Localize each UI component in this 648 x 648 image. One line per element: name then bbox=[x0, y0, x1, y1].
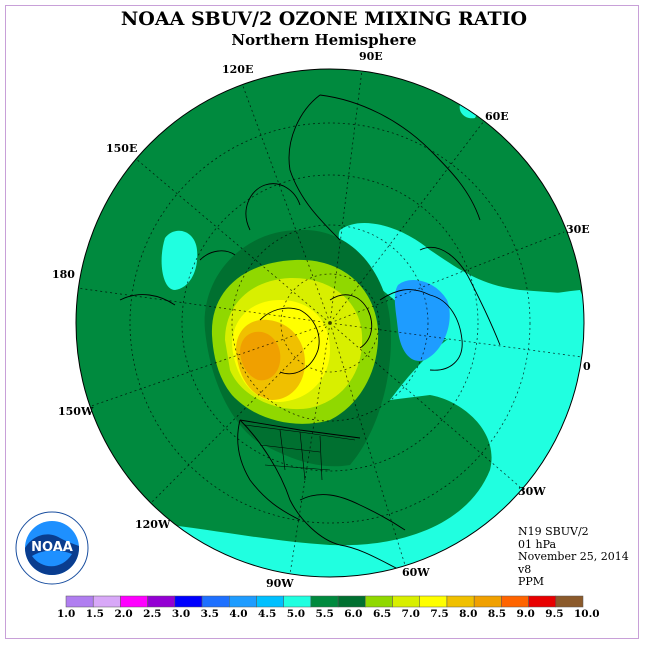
color-scale-label: 4.0 bbox=[229, 608, 248, 620]
color-swatch bbox=[392, 595, 420, 608]
color-scale-label: 9.0 bbox=[516, 608, 535, 620]
figure-frame bbox=[5, 5, 639, 639]
noaa-logo bbox=[15, 511, 89, 585]
lon-label-120e: 120E bbox=[222, 63, 254, 76]
color-scale-label: 8.0 bbox=[459, 608, 478, 620]
color-swatch bbox=[446, 595, 475, 608]
color-scale-label: 6.5 bbox=[372, 608, 392, 620]
map-subtitle: Northern Hemisphere bbox=[231, 31, 417, 49]
lon-label-30e: 30E bbox=[566, 223, 590, 236]
field-4-0-region bbox=[394, 280, 450, 361]
lon-label-30w: 30W bbox=[518, 485, 546, 498]
meridians bbox=[76, 69, 583, 575]
color-scale-label: 7.0 bbox=[401, 608, 420, 620]
color-swatch bbox=[337, 595, 366, 608]
noaa-logo-text: NOAA bbox=[31, 540, 73, 555]
color-swatch bbox=[120, 595, 148, 608]
color-scale-label: 5.5 bbox=[315, 608, 334, 620]
color-scale-label: 5.0 bbox=[286, 608, 306, 620]
lon-label-60w: 60W bbox=[402, 566, 430, 579]
color-scale-label: 3.5 bbox=[200, 608, 219, 620]
color-scale-label: 2.5 bbox=[143, 608, 162, 620]
info-level: 01 hPa bbox=[518, 537, 557, 551]
color-scale-label: 1.5 bbox=[85, 608, 104, 620]
lon-label-180: 180 bbox=[52, 268, 75, 281]
political-boundaries bbox=[244, 424, 356, 481]
field-4-5-region-southeast bbox=[100, 290, 584, 577]
color-scale-label: 2.0 bbox=[114, 608, 133, 620]
color-scale-label: 10.0 bbox=[574, 608, 600, 620]
color-scale-label: 8.5 bbox=[487, 608, 507, 620]
map-title: NOAA SBUV/2 OZONE MIXING RATIO bbox=[120, 8, 528, 30]
color-swatch bbox=[419, 595, 448, 608]
color-scale-label: 3.0 bbox=[171, 608, 191, 620]
lon-label-90e: 90E bbox=[359, 50, 383, 63]
color-scale-label: 6.0 bbox=[344, 608, 363, 620]
color-scale-bar bbox=[65, 595, 584, 608]
coastlines bbox=[119, 94, 501, 571]
color-scale-label: 9.5 bbox=[545, 608, 564, 620]
lon-label-150w: 150W bbox=[58, 405, 94, 418]
color-swatch bbox=[555, 595, 584, 608]
lon-label-0: 0 bbox=[583, 360, 591, 373]
field-8-5-region bbox=[240, 331, 281, 381]
color-swatch bbox=[283, 595, 312, 608]
color-swatch bbox=[528, 595, 557, 608]
lon-label-120w: 120W bbox=[135, 518, 171, 531]
color-swatch bbox=[473, 595, 502, 608]
field-4-5-region-pacific bbox=[161, 230, 198, 290]
color-swatch bbox=[147, 595, 176, 608]
color-swatch bbox=[65, 595, 94, 608]
latitude-circles bbox=[129, 122, 531, 524]
color-scale-label: 7.5 bbox=[430, 608, 449, 620]
color-scale-label: 1.0 bbox=[57, 608, 76, 620]
map-border bbox=[75, 68, 585, 578]
color-swatch bbox=[92, 595, 121, 608]
color-scale-label: 4.5 bbox=[258, 608, 277, 620]
info-units: PPM bbox=[518, 575, 545, 588]
color-swatch bbox=[365, 595, 393, 608]
lon-label-60e: 60E bbox=[485, 110, 509, 123]
info-version: v8 bbox=[518, 562, 532, 576]
color-swatch bbox=[174, 595, 203, 608]
color-swatch bbox=[229, 595, 257, 608]
info-date: November 25, 2014 bbox=[518, 550, 629, 563]
lon-label-90w: 90W bbox=[266, 577, 294, 590]
color-swatch bbox=[256, 595, 284, 608]
field-4-5-region-northeast bbox=[338, 223, 584, 340]
lon-label-150e: 150E bbox=[106, 142, 138, 155]
color-swatch bbox=[310, 595, 339, 608]
info-block: N19 SBUV/2 01 hPa November 25, 2014 v8 P… bbox=[518, 525, 629, 589]
color-swatch bbox=[501, 595, 529, 608]
info-instrument: N19 SBUV/2 bbox=[518, 525, 589, 538]
color-swatch bbox=[201, 595, 230, 608]
